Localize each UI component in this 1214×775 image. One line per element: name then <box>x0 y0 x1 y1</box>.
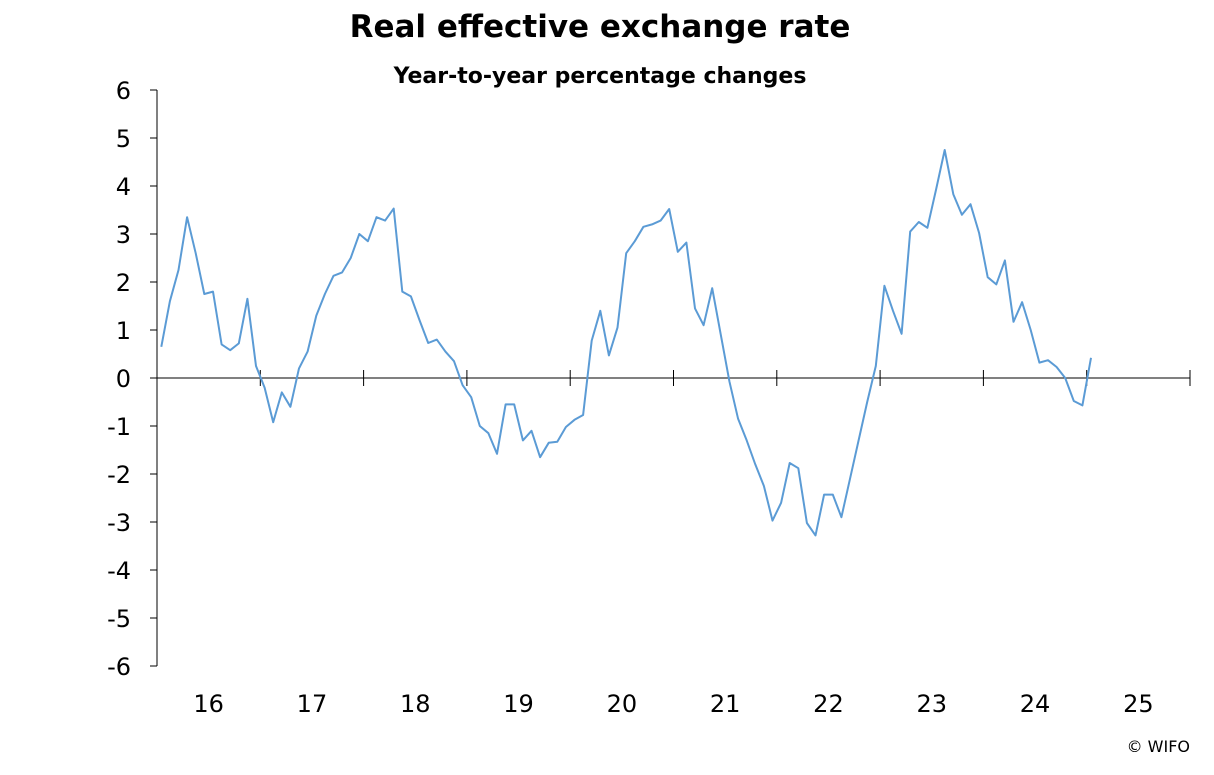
x-tick-label: 23 <box>916 690 947 718</box>
y-tick-label: -2 <box>107 461 131 489</box>
x-tick-label: 24 <box>1020 690 1051 718</box>
y-tick-label: 3 <box>116 221 131 249</box>
series-line <box>160 149 1092 537</box>
y-tick-label: 5 <box>116 125 131 153</box>
x-tick-label: 25 <box>1123 690 1154 718</box>
series-layer <box>160 149 1092 537</box>
y-tick-label: 2 <box>116 269 131 297</box>
y-tick-label: -4 <box>107 557 131 585</box>
x-tick-label: 20 <box>607 690 638 718</box>
x-tick-label: 21 <box>710 690 741 718</box>
y-tick-label: -6 <box>107 653 131 681</box>
y-tick-label: 1 <box>116 317 131 345</box>
y-tick-label: -1 <box>107 413 131 441</box>
x-tick-label: 18 <box>400 690 431 718</box>
y-tick-label: 4 <box>116 173 131 201</box>
x-axis: 16 17 18 19 20 21 22 23 24 25 <box>157 370 1191 718</box>
y-tick-label: -3 <box>107 509 131 537</box>
x-tick-label: 19 <box>503 690 534 718</box>
x-tick-label: 17 <box>297 690 328 718</box>
chart-title: Real effective exchange rate <box>350 9 851 45</box>
credit-text: © WIFO <box>1127 737 1190 756</box>
x-tick-label: 16 <box>193 690 224 718</box>
y-axis: 6 5 4 3 2 1 0 -1 -2 -3 -4 -5 -6 <box>107 77 158 681</box>
y-tick-label: -5 <box>107 605 131 633</box>
x-tick-label: 22 <box>813 690 844 718</box>
y-tick-label: 6 <box>116 77 131 105</box>
y-tick-label: 0 <box>116 365 131 393</box>
chart-subtitle: Year-to-year percentage changes <box>393 64 807 89</box>
